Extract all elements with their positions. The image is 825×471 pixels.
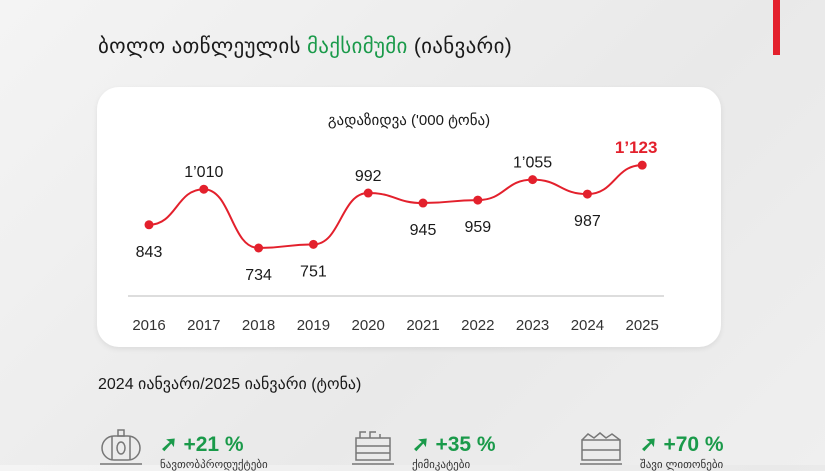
data-point [418,198,428,208]
series-line [148,164,643,250]
line-chart: 843 2016 1’010 2017 734 2018 751 2019 992 2020 945… [128,138,664,334]
data-point [473,195,483,205]
x-tick-label: 2024 [571,317,604,334]
data-point [199,184,209,194]
data-label: 992 [355,168,382,185]
data-point [254,243,264,253]
data-label: 987 [574,213,601,230]
title-highlight: მაქსიმუმი [306,35,408,58]
data-label: 1’055 [513,155,552,172]
data-point [582,189,592,199]
x-tick-label: 2025 [626,317,659,334]
title-text: ბოლო ათწლეულის [98,35,307,58]
chart-card: გადაზიდვა ('000 ტონა) 843 2016 1’010 2017 73… [97,87,721,347]
stat-percent: ➚ +35 % [412,433,496,456]
stat-percent: ➚ +70 % [640,433,724,456]
chart-title: გადაზიდვა ('000 ტონა) [327,112,491,129]
data-label: 751 [300,263,327,280]
accent-bar [773,0,780,55]
x-tick-label: 2016 [132,317,165,334]
title-suffix: (იანვარი) [407,35,513,58]
page-title: ბოლო ათწლეულის მაქსიმუმი (იანვარი) [98,34,512,59]
hopper-car-icon [352,431,394,465]
x-tick-label: 2023 [516,317,549,334]
data-point [144,220,154,230]
x-tick-label: 2020 [352,317,385,334]
x-tick-label: 2017 [187,317,220,334]
comparison-title: 2024 იანვარი/2025 იანვარი (ტონა) [98,376,362,393]
data-point [637,160,647,170]
data-point [528,175,538,185]
x-tick-label: 2019 [297,317,330,334]
data-label: 734 [245,267,272,284]
data-point [363,188,373,198]
x-tick-label: 2022 [461,317,494,334]
tank-car-icon [100,429,142,465]
gondola-car-icon [580,432,622,465]
data-label: 945 [410,222,437,239]
x-tick-label: 2018 [242,317,275,334]
x-tick-label: 2021 [406,317,439,334]
data-label: 843 [136,244,163,261]
stat-percent: ➚ +21 % [160,433,244,456]
data-label: 1’010 [184,164,223,181]
data-point [308,239,318,249]
data-label: 959 [464,219,491,236]
data-label: 1’123 [615,138,658,157]
